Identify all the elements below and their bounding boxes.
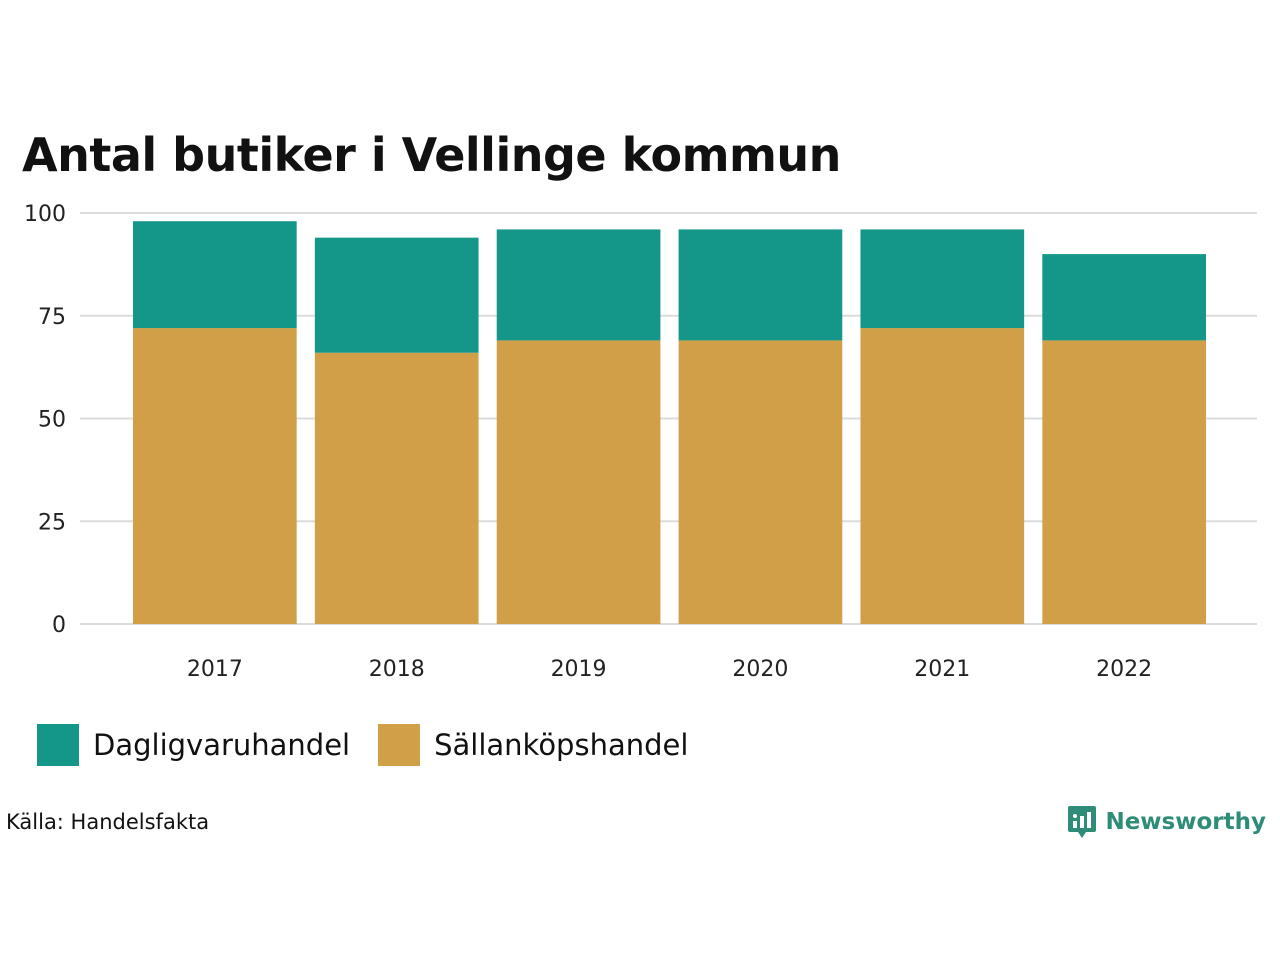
bar-dagligvaruhandel-2022 [1042,254,1206,341]
y-tick-label-0: 0 [52,613,66,638]
legend-item-dagligvaruhandel: Dagligvaruhandel [37,724,350,766]
legend-label-dagligvaruhandel: Dagligvaruhandel [93,728,351,762]
bar-s-llank-pshandel-2019 [496,340,661,624]
bar-s-llank-pshandel-2022 [1042,340,1206,624]
bar-s-llank-pshandel-2017 [133,328,297,624]
bar-dagligvaruhandel-2020 [678,229,843,341]
bar-s-llank-pshandel-2021 [860,328,1025,624]
brand-logo: Newsworthy [1067,804,1266,840]
brand-name: Newsworthy [1105,809,1266,835]
bar-dagligvaruhandel-2018 [314,237,479,353]
legend: Dagligvaruhandel Sällanköpshandel [37,724,716,766]
bar-chart: 0 25 50 75 100 2017 2018 2019 2020 2021 2022 [24,202,1257,682]
x-tick-label-2017: 2017 [187,657,243,682]
x-tick-label-2018: 2018 [369,657,425,682]
y-tick-label-50: 50 [38,408,66,433]
bar-dagligvaruhandel-2019 [496,229,661,341]
legend-item-sallankopshandel: Sällanköpshandel [378,724,688,766]
x-tick-label-2021: 2021 [914,657,970,682]
bar-dagligvaruhandel-2021 [860,229,1025,329]
legend-swatch-sallankopshandel [378,724,421,766]
bar-s-llank-pshandel-2018 [314,352,479,624]
bar-dagligvaruhandel-2017 [133,221,297,329]
source-note: Källa: Handelsfakta [6,810,210,834]
y-tick-label-75: 75 [38,305,66,330]
x-tick-label-2022: 2022 [1096,657,1152,682]
chart-title: Antal butiker i Vellinge kommun [22,128,841,182]
legend-label-sallankopshandel: Sällanköpshandel [434,728,689,762]
x-tick-label-2020: 2020 [732,657,788,682]
legend-swatch-dagligvaruhandel [37,724,79,766]
y-tick-label-100: 100 [24,202,66,227]
bar-s-llank-pshandel-2020 [678,340,843,624]
x-tick-label-2019: 2019 [551,657,607,682]
y-tick-label-25: 25 [38,510,66,535]
newsworthy-logo-icon [1068,806,1097,838]
